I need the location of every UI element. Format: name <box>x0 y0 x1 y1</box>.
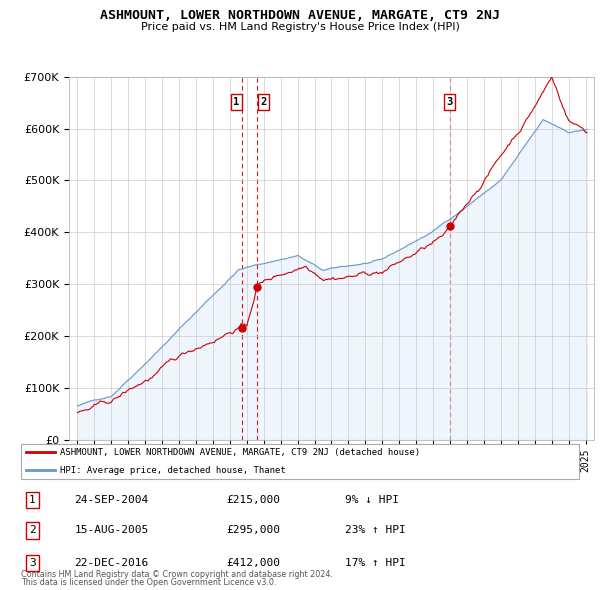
Text: 22-DEC-2016: 22-DEC-2016 <box>74 558 149 568</box>
Text: ASHMOUNT, LOWER NORTHDOWN AVENUE, MARGATE, CT9 2NJ (detached house): ASHMOUNT, LOWER NORTHDOWN AVENUE, MARGAT… <box>60 448 421 457</box>
Text: 15-AUG-2005: 15-AUG-2005 <box>74 526 149 535</box>
Text: 23% ↑ HPI: 23% ↑ HPI <box>345 526 406 535</box>
Text: 9% ↓ HPI: 9% ↓ HPI <box>345 495 399 505</box>
Text: 2: 2 <box>29 526 35 535</box>
Text: ASHMOUNT, LOWER NORTHDOWN AVENUE, MARGATE, CT9 2NJ: ASHMOUNT, LOWER NORTHDOWN AVENUE, MARGAT… <box>100 9 500 22</box>
Text: £295,000: £295,000 <box>227 526 281 535</box>
Text: 1: 1 <box>233 97 239 107</box>
Text: 2: 2 <box>260 97 266 107</box>
Text: £215,000: £215,000 <box>227 495 281 505</box>
Text: Price paid vs. HM Land Registry's House Price Index (HPI): Price paid vs. HM Land Registry's House … <box>140 22 460 32</box>
Text: Contains HM Land Registry data © Crown copyright and database right 2024.: Contains HM Land Registry data © Crown c… <box>21 571 333 579</box>
Text: HPI: Average price, detached house, Thanet: HPI: Average price, detached house, Than… <box>60 466 286 474</box>
FancyBboxPatch shape <box>21 444 579 479</box>
Text: This data is licensed under the Open Government Licence v3.0.: This data is licensed under the Open Gov… <box>21 578 277 587</box>
Text: £412,000: £412,000 <box>227 558 281 568</box>
Text: 3: 3 <box>446 97 453 107</box>
Text: 17% ↑ HPI: 17% ↑ HPI <box>345 558 406 568</box>
Text: 1: 1 <box>29 495 35 505</box>
Text: 3: 3 <box>29 558 35 568</box>
Text: 24-SEP-2004: 24-SEP-2004 <box>74 495 149 505</box>
